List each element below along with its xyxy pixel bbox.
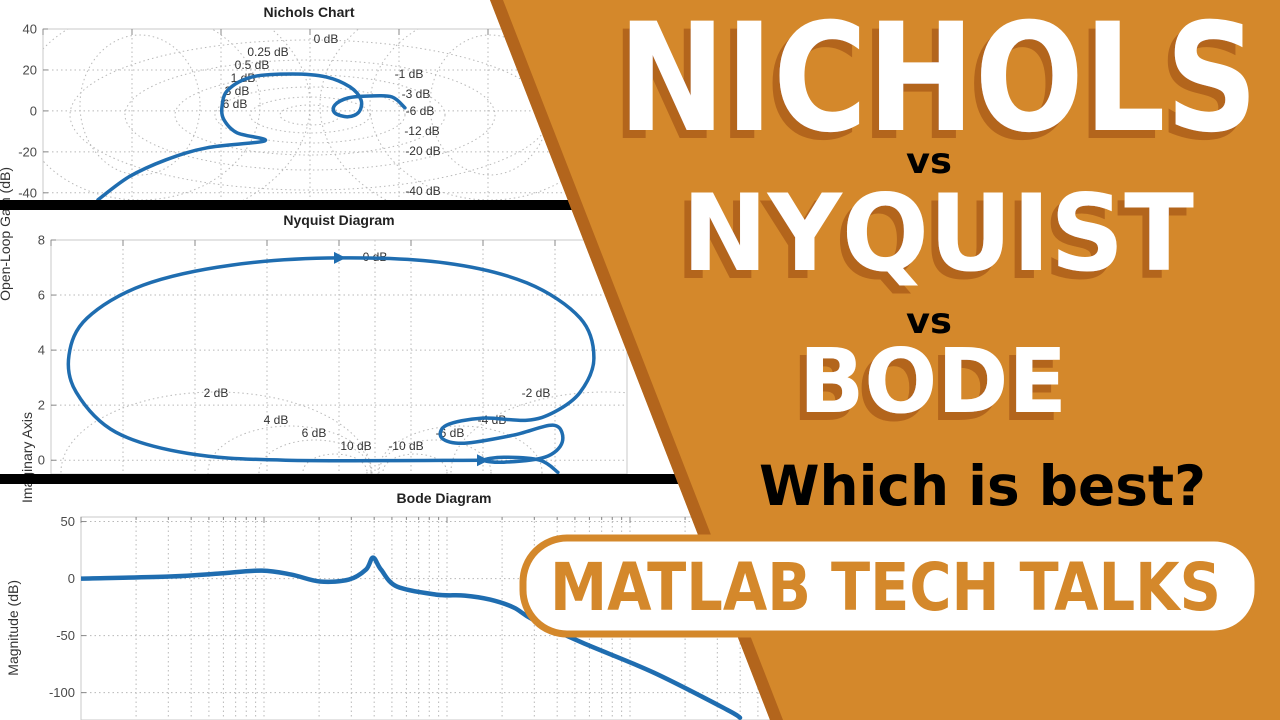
badge-text: MATLAB TECH TALKS [550, 549, 1221, 626]
grid-contour-label: -12 dB [404, 124, 439, 138]
y-tick-label: 2 [38, 398, 45, 413]
m-circle [378, 439, 492, 474]
vs-label-1: vs [906, 141, 952, 182]
y-tick-label: 0 [68, 571, 75, 586]
nyquist-title: Nyquist Diagram [283, 212, 394, 228]
series-badge: MATLAB TECH TALKS [519, 534, 1262, 638]
badge-pill [519, 534, 1262, 638]
headline: NICHOLS vs NYQUIST vs BODE Which is best… [618, 0, 1258, 518]
m-contour [43, 29, 261, 201]
grid-contour-label: -1 dB [395, 67, 424, 81]
grid-contour-label: -40 dB [405, 184, 440, 198]
m-circle [302, 453, 368, 474]
m-circle [450, 391, 627, 474]
m-contour [214, 86, 406, 144]
grid-contour-label: -3 dB [402, 87, 431, 101]
m-circle [377, 425, 543, 474]
grid-contour-label: -6 dB [406, 104, 435, 118]
divider-bar-bottom [0, 474, 720, 484]
m-circle [382, 453, 448, 474]
title-bode: BODE [799, 329, 1067, 433]
question-text: Which is best? [759, 454, 1206, 518]
m-circle [207, 425, 373, 474]
y-tick-label: 0 [30, 103, 37, 118]
grid-contour-label: 6 dB [223, 97, 248, 111]
nichols-title: Nichols Chart [263, 4, 354, 20]
grid-contour-label: 6 dB [302, 426, 327, 440]
y-tick-label: 4 [38, 343, 45, 358]
nichols-ylabel: Open-Loop Gain (dB) [0, 167, 13, 301]
grid-contour-label: -20 dB [405, 144, 440, 158]
grid-contour-label: 0 dB [314, 32, 339, 46]
m-contour [124, 59, 496, 171]
bode-title: Bode Diagram [397, 490, 492, 506]
bode-diagram: Bode Diagram Magnitude (dB) 50 0 -50 -100 [5, 490, 814, 720]
grid-contour-label: 0.25 dB [247, 45, 288, 59]
title-nyquist: NYQUIST [682, 172, 1194, 295]
response-curve [81, 555, 743, 720]
y-tick-label: -20 [18, 144, 37, 159]
bode-ylabel: Magnitude (dB) [5, 580, 21, 676]
y-tick-label: -40 [18, 185, 37, 200]
m-contour [249, 96, 371, 134]
y-tick-label: -100 [49, 685, 75, 700]
grid [51, 240, 627, 474]
m-contour [240, 29, 311, 201]
response-curve [66, 256, 596, 474]
direction-arrow-icon [477, 454, 489, 467]
y-tick-label: 50 [61, 514, 75, 529]
divider-bar-top [0, 200, 620, 210]
y-tick-label: 40 [23, 22, 37, 37]
grid-contour-label: 2 dB [204, 386, 229, 400]
y-tick-label: 20 [23, 62, 37, 77]
y-tick-label: -50 [56, 628, 75, 643]
response-curve [96, 72, 407, 201]
y-tick-label: 6 [38, 288, 45, 303]
nyquist-ylabel: Imaginary Axis [19, 412, 35, 503]
vs-label-2: vs [906, 301, 952, 342]
grid-contour-label: -10 dB [388, 439, 423, 453]
grid-contour-label: 10 dB [340, 439, 371, 453]
title-nichols: NICHOLS [618, 0, 1258, 166]
grid-contour-label: -2 dB [522, 386, 551, 400]
grid-contour-label: 4 dB [264, 413, 289, 427]
m-contour [369, 29, 577, 201]
y-tick-label: 0 [38, 453, 45, 468]
grid-contour-label: 0.5 dB [235, 58, 270, 72]
direction-arrow-icon [334, 251, 346, 264]
m-contour [174, 74, 446, 156]
m-circle [258, 439, 372, 474]
y-tick-label: 8 [38, 233, 45, 248]
m-contour [79, 34, 201, 176]
